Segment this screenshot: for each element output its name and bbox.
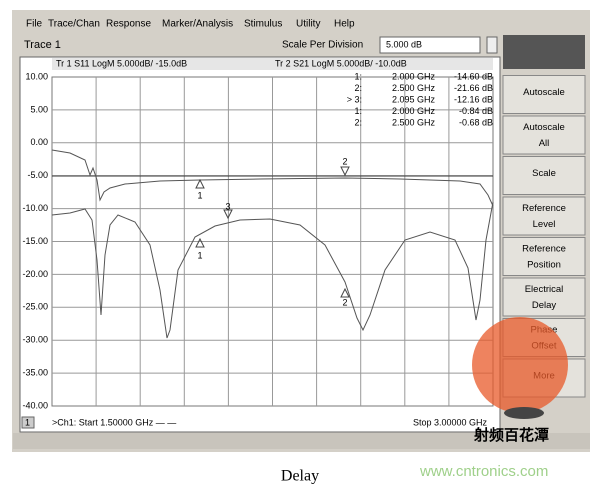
trace-s21	[51, 149, 494, 207]
softkey[interactable]	[502, 115, 586, 155]
softkey-label: Reference Level	[522, 203, 566, 230]
marker-label: 1	[197, 190, 202, 200]
softkey-label: Autoscale All	[523, 122, 565, 149]
trace-s11	[51, 201, 494, 339]
marker-cell: -12.16 dB	[454, 94, 493, 104]
trace-header: Tr 2 S21 LogM 5.000dB/ -10.0dB	[275, 58, 407, 68]
softkey[interactable]	[502, 277, 586, 317]
scale-value: 5.000 dB	[386, 39, 422, 49]
caption: Delay	[281, 468, 319, 485]
stop-freq: Stop 3.00000 GHz	[413, 417, 488, 427]
trace-label: Trace 1	[24, 39, 61, 51]
y-label: -5.00	[27, 170, 48, 180]
marker	[223, 209, 233, 220]
y-label: -30.00	[22, 335, 48, 345]
marker-label: 2	[342, 156, 347, 166]
marker	[340, 166, 350, 177]
marker-cell: 2.500 GHz	[392, 83, 436, 93]
start-freq: >Ch1: Start 1.50000 GHz — —	[52, 417, 176, 427]
scale-label: Scale Per Division	[282, 40, 363, 51]
spinner[interactable]	[486, 36, 498, 54]
softkey-label: Electrical Delay	[525, 284, 564, 311]
softkey-active-bg	[503, 35, 585, 69]
softkey-label: Autoscale	[523, 87, 565, 98]
scale-input[interactable]	[379, 36, 481, 54]
menu-item[interactable]: Help	[334, 19, 355, 30]
y-label: -20.00	[22, 269, 48, 279]
logo-flame	[472, 317, 568, 413]
marker-cell: -0.68 dB	[459, 117, 493, 127]
marker-cell: > 3:	[347, 94, 362, 104]
y-label: -15.00	[22, 236, 48, 246]
y-label: -35.00	[22, 367, 48, 377]
marker-label: 3	[225, 201, 230, 211]
status-bar	[13, 433, 590, 449]
menu-item[interactable]: Utility	[296, 19, 320, 30]
watermark: www.cntronics.com	[419, 463, 548, 480]
y-label: -25.00	[22, 302, 48, 312]
softkey[interactable]	[502, 75, 586, 114]
marker-cell: -21.66 dB	[454, 83, 493, 93]
y-label: -10.00	[22, 203, 48, 213]
softkey-label: Scale	[532, 168, 556, 179]
marker-label: 1	[197, 250, 202, 260]
header-bg	[52, 58, 493, 70]
marker	[195, 178, 205, 189]
logo-text: 射频百花潭	[473, 426, 549, 444]
channel-box	[21, 416, 35, 429]
marker-cell: 2.095 GHz	[392, 94, 436, 104]
marker-label: 2	[342, 297, 347, 307]
marker-cell: 2:	[354, 83, 362, 93]
menu-item[interactable]: Trace/Chan	[48, 19, 100, 30]
softkey[interactable]	[502, 156, 586, 195]
marker-cell: 2.500 GHz	[392, 117, 436, 127]
marker-cell: 2.000 GHz	[392, 106, 436, 116]
y-label: 5.00	[30, 104, 48, 114]
marker-cell: -14.60 dB	[454, 71, 493, 81]
marker-cell: 2:	[354, 117, 362, 127]
y-label: 0.00	[30, 137, 48, 147]
grid	[52, 77, 493, 406]
marker	[340, 287, 350, 298]
trace-header: Tr 1 S11 LogM 5.000dB/ -15.0dB	[56, 58, 187, 68]
marker-cell: 1:	[354, 71, 362, 81]
softkey[interactable]	[502, 237, 586, 276]
channel: 1	[25, 417, 30, 427]
marker-cell: -0.84 dB	[459, 106, 493, 116]
marker-cell: 2.000 GHz	[392, 71, 436, 81]
menu-item[interactable]: File	[26, 19, 43, 30]
softkey[interactable]	[502, 196, 586, 236]
y-label: -40.00	[22, 400, 48, 410]
y-label: 10.00	[25, 71, 48, 81]
marker-cell: 1:	[354, 106, 362, 116]
menu-item[interactable]: Marker/Analysis	[162, 19, 233, 30]
menu-item[interactable]: Response	[106, 19, 151, 30]
plot-frame	[19, 56, 501, 433]
logo-mark	[504, 407, 544, 419]
softkey-label: Reference Position	[522, 243, 566, 270]
menu-item[interactable]: Stimulus	[244, 19, 282, 30]
marker	[195, 237, 205, 248]
